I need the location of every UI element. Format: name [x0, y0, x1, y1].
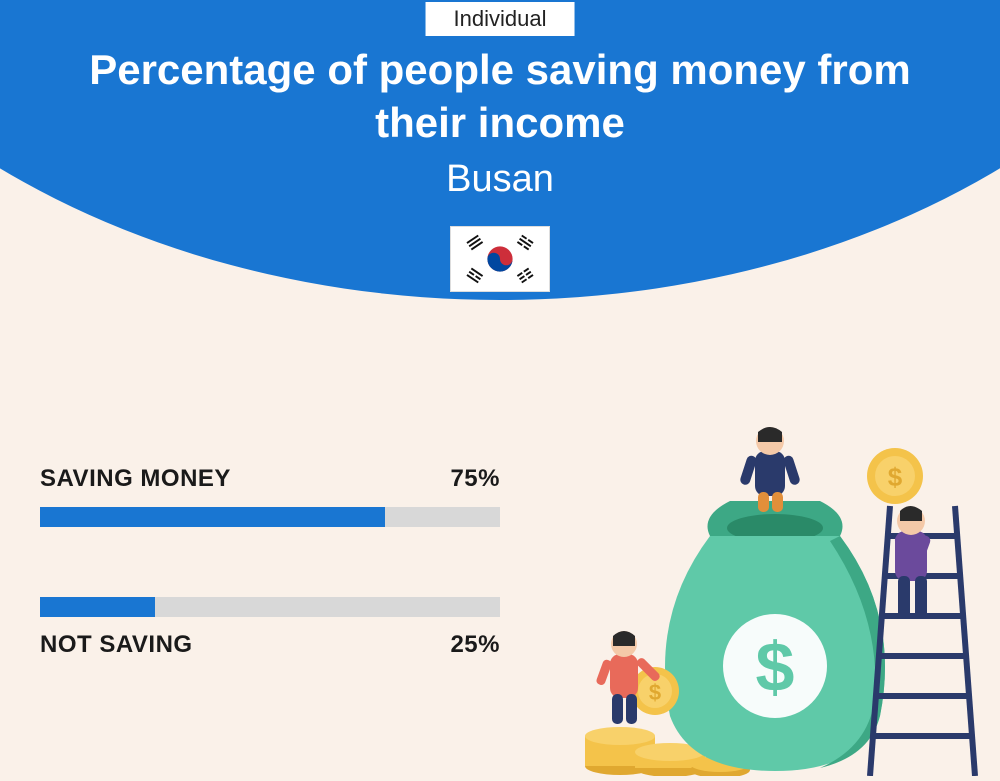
bar-value: 75% — [450, 465, 500, 493]
money-illustration: $ $ — [560, 416, 980, 776]
money-bag-icon: $ — [665, 501, 885, 771]
bar-value: 25% — [450, 631, 500, 659]
page-title: Percentage of people saving money from t… — [0, 44, 1000, 149]
svg-text:$: $ — [756, 628, 795, 706]
badge-label: Individual — [454, 6, 547, 31]
page-subtitle: Busan — [0, 158, 1000, 201]
bar-label: NOT SAVING — [40, 631, 193, 659]
bar-label: SAVING MONEY — [40, 465, 231, 493]
bar-track — [40, 597, 500, 617]
flag-south-korea — [450, 226, 550, 292]
bar-track — [40, 507, 500, 527]
svg-text:$: $ — [649, 680, 661, 705]
bars-container: SAVING MONEY 75% NOT SAVING 25% — [40, 465, 500, 729]
bar-fill — [40, 597, 155, 617]
bar-not-saving: NOT SAVING 25% — [40, 597, 500, 659]
bar-saving: SAVING MONEY 75% — [40, 465, 500, 527]
svg-text:$: $ — [888, 462, 903, 492]
person-top-icon — [739, 427, 801, 512]
person-ladder-icon: $ — [867, 448, 932, 618]
bar-fill — [40, 507, 385, 527]
category-badge: Individual — [426, 2, 575, 36]
